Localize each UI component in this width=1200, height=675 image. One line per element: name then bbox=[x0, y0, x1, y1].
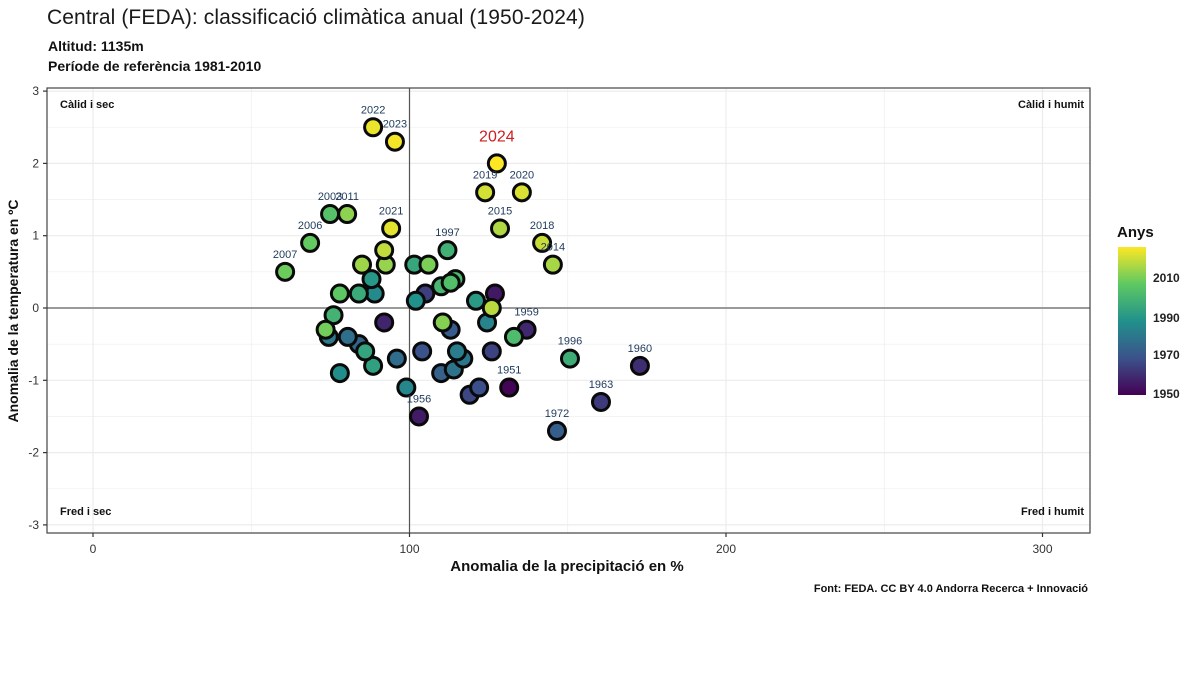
legend-title: Anys bbox=[1117, 224, 1154, 241]
data-point bbox=[300, 232, 321, 253]
data-point bbox=[329, 363, 350, 384]
source-caption: Font: FEDA. CC BY 4.0 Andorra Recerca + … bbox=[813, 583, 1088, 595]
svg-text:0: 0 bbox=[32, 301, 39, 315]
data-points bbox=[275, 117, 650, 441]
data-point bbox=[499, 377, 520, 398]
svg-text:Anomalia de la precipitació en: Anomalia de la precipitació en % bbox=[450, 558, 683, 575]
svg-text:300: 300 bbox=[1032, 542, 1052, 556]
data-point bbox=[405, 290, 426, 311]
quadrant-labels: Càlid i sec Càlid i humit Fred i sec Fred i… bbox=[60, 99, 1084, 518]
point-label: 2019 bbox=[473, 169, 497, 181]
data-point bbox=[396, 377, 417, 398]
legend-tick-label: 1990 bbox=[1153, 311, 1180, 325]
point-labels: 1951 1956 1959 1960 1963 1972 1996 1997 2003 2006… bbox=[273, 104, 652, 420]
highlight-year-label: 2024 bbox=[479, 128, 515, 145]
data-point bbox=[361, 269, 382, 290]
point-label: 1997 bbox=[435, 227, 459, 239]
color-scale-bar bbox=[1118, 247, 1146, 395]
legend-tick-label: 1950 bbox=[1153, 387, 1180, 401]
data-point bbox=[329, 283, 350, 304]
data-point bbox=[432, 312, 453, 333]
data-point bbox=[355, 341, 376, 362]
point-label: 2014 bbox=[541, 242, 565, 254]
data-point bbox=[481, 298, 502, 318]
data-point bbox=[542, 254, 563, 275]
chart-subtitle-reference: Període de referència 1981-2010 bbox=[48, 58, 262, 74]
reference-lines bbox=[47, 88, 1090, 533]
svg-text:2: 2 bbox=[32, 156, 39, 170]
svg-text:Càlid i humit: Càlid i humit bbox=[1018, 99, 1084, 111]
data-point bbox=[629, 355, 650, 376]
data-point bbox=[440, 272, 461, 293]
data-point bbox=[348, 283, 369, 304]
data-point bbox=[374, 312, 395, 333]
svg-text:Fred i sec: Fred i sec bbox=[60, 506, 111, 518]
data-point bbox=[374, 240, 395, 261]
point-label: 1951 bbox=[497, 365, 521, 377]
data-point bbox=[384, 131, 405, 152]
svg-text:200: 200 bbox=[716, 542, 736, 556]
point-label: 1956 bbox=[407, 393, 431, 405]
data-point bbox=[363, 117, 384, 138]
data-point bbox=[559, 348, 580, 369]
axes: -3 -2 -1 0 1 2 3 0 100 200 300 Anomalia de la preci… bbox=[5, 84, 1053, 575]
data-point bbox=[315, 319, 336, 340]
svg-text:0: 0 bbox=[90, 542, 97, 556]
svg-text:Càlid i sec: Càlid i sec bbox=[60, 99, 114, 111]
data-point bbox=[437, 240, 458, 261]
svg-text:-2: -2 bbox=[28, 446, 39, 460]
svg-text:1: 1 bbox=[32, 229, 39, 243]
data-point bbox=[503, 326, 524, 347]
point-label: 2021 bbox=[379, 205, 403, 217]
svg-text:-1: -1 bbox=[28, 373, 39, 387]
data-point bbox=[412, 341, 433, 362]
point-label: 2003 bbox=[318, 191, 342, 203]
point-label: 2022 bbox=[361, 104, 385, 116]
grid-lines bbox=[47, 88, 1090, 533]
data-point bbox=[446, 341, 467, 362]
svg-text:100: 100 bbox=[399, 542, 419, 556]
point-label: 1960 bbox=[628, 343, 652, 355]
data-point bbox=[590, 391, 611, 412]
point-label: 1963 bbox=[589, 379, 613, 391]
data-point bbox=[386, 348, 407, 369]
legend-tick-label: 1970 bbox=[1153, 348, 1180, 362]
point-label: 2015 bbox=[488, 205, 512, 217]
point-label: 1996 bbox=[558, 336, 582, 348]
data-point bbox=[511, 182, 532, 203]
data-point bbox=[381, 218, 402, 239]
data-point bbox=[475, 182, 496, 203]
chart-subtitle-altitude: Altitud: 1135m bbox=[48, 38, 144, 54]
svg-text:3: 3 bbox=[32, 84, 39, 98]
svg-text:-3: -3 bbox=[28, 518, 39, 532]
point-label: 2006 bbox=[298, 220, 322, 232]
point-label: 2020 bbox=[510, 169, 534, 181]
data-point bbox=[490, 218, 511, 239]
point-label: 2011 bbox=[335, 191, 359, 203]
data-point bbox=[337, 326, 358, 347]
data-point bbox=[469, 377, 490, 398]
point-label: 2018 bbox=[530, 220, 554, 232]
data-point bbox=[352, 254, 373, 275]
chart-title: Central (FEDA): classificació climàtica … bbox=[47, 6, 585, 29]
data-point bbox=[546, 420, 567, 441]
plot-panel bbox=[46, 87, 1091, 534]
point-label: 1972 bbox=[545, 408, 569, 420]
data-point bbox=[532, 232, 553, 253]
svg-text:Fred i humit: Fred i humit bbox=[1021, 506, 1084, 518]
point-label: 2023 bbox=[383, 119, 407, 131]
point-label: 2007 bbox=[273, 249, 297, 261]
point-label: 1959 bbox=[514, 307, 538, 319]
data-point bbox=[465, 290, 486, 311]
data-point bbox=[320, 204, 341, 225]
data-point bbox=[275, 261, 296, 282]
data-point bbox=[418, 254, 439, 275]
data-point bbox=[486, 153, 507, 174]
data-point bbox=[408, 406, 429, 427]
svg-text:Anomalia de la temperatura en: Anomalia de la temperatura en ºC bbox=[5, 200, 21, 423]
data-point bbox=[481, 341, 502, 362]
legend-tick-label: 2010 bbox=[1153, 271, 1180, 285]
data-point bbox=[337, 204, 358, 225]
